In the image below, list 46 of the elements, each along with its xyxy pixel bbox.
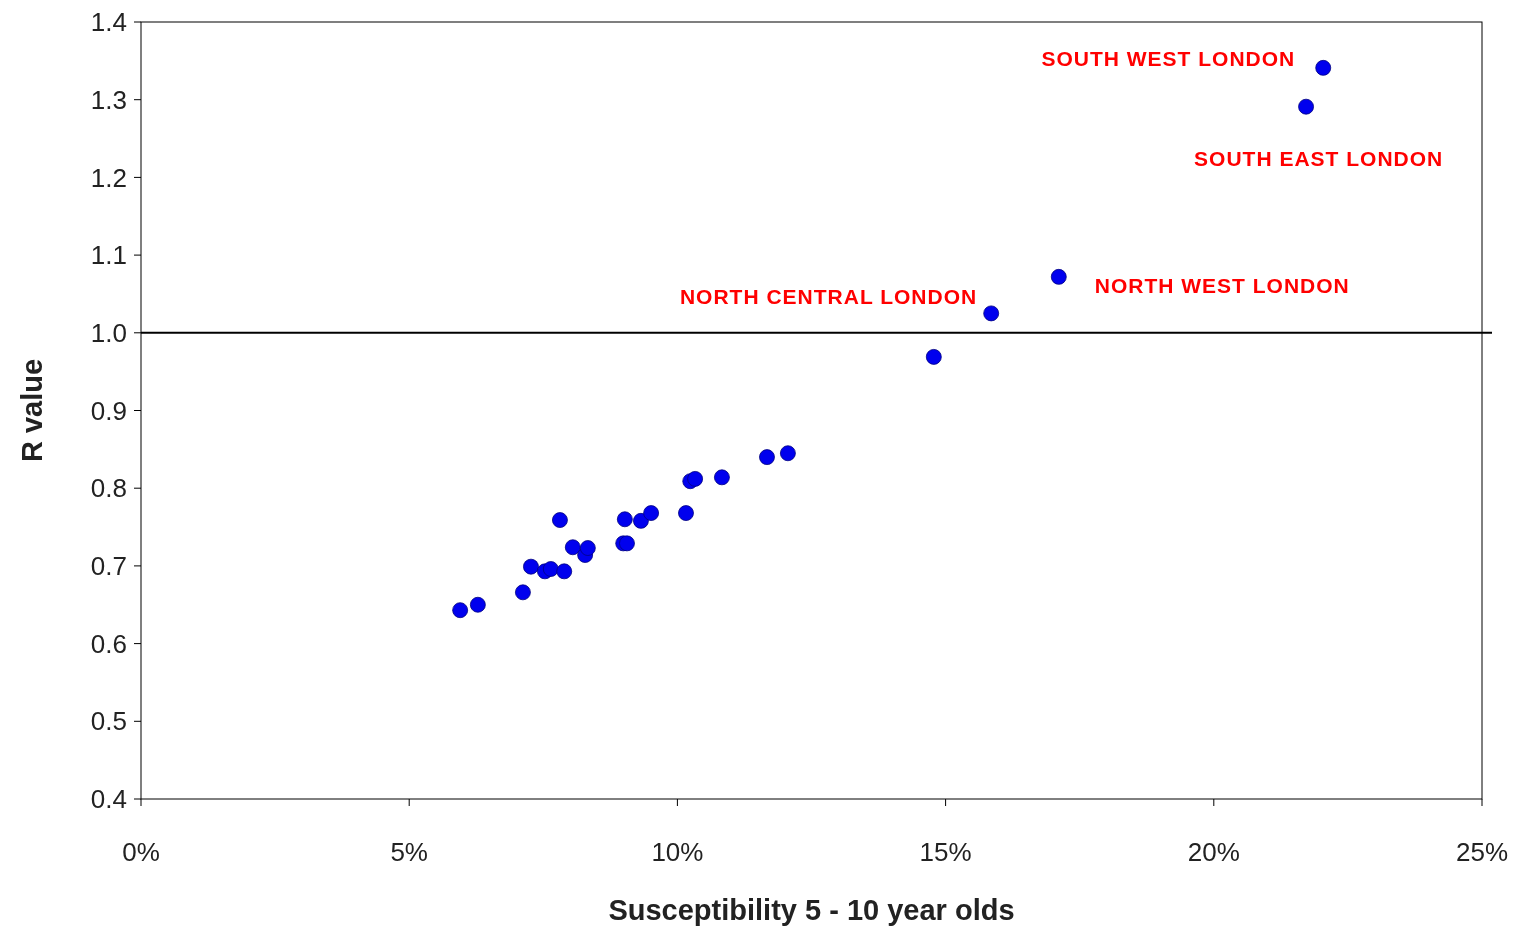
- point: [714, 469, 730, 486]
- y-tick-label: 0.4: [90, 784, 127, 815]
- y-tick-label: 0.5: [90, 706, 127, 737]
- point: [983, 305, 1000, 322]
- x-tick-label: 10%: [651, 837, 704, 867]
- y-axis-title: R value: [16, 358, 48, 463]
- x-tick-label: 5%: [390, 837, 428, 867]
- y-tick-label: 0.8: [90, 473, 127, 504]
- point: [678, 505, 694, 521]
- point: [616, 511, 633, 528]
- point: [925, 348, 942, 365]
- y-tick-label: 1.2: [90, 162, 127, 193]
- point: [515, 584, 531, 601]
- y-tick-label: 0.7: [90, 551, 127, 581]
- y-tick-label: 1.4: [90, 7, 127, 38]
- point: [564, 539, 581, 556]
- point: [1315, 59, 1332, 76]
- y-tick-label: 1.1: [90, 240, 127, 271]
- point: [633, 512, 649, 529]
- y-tick-label: 1.0: [90, 317, 127, 348]
- point: [687, 470, 703, 487]
- point: [1050, 268, 1067, 285]
- annotation: SOUTH WEST LONDON: [1041, 46, 1296, 70]
- y-tick-label: 0.9: [90, 395, 127, 426]
- annotation: NORTH WEST LONDON: [1094, 273, 1350, 297]
- point: [542, 561, 559, 577]
- x-tick-label: 25%: [1455, 837, 1509, 867]
- x-axis-title: Susceptibility 5 - 10 year olds: [608, 894, 1015, 926]
- point: [552, 512, 568, 528]
- point: [469, 596, 486, 613]
- point: [556, 563, 573, 580]
- point: [619, 535, 635, 552]
- point: [1298, 98, 1314, 115]
- point: [643, 505, 660, 521]
- y-tick-label: 0.6: [90, 628, 127, 659]
- point: [780, 445, 796, 462]
- x-tick-label: 0%: [122, 837, 160, 867]
- point: [759, 449, 775, 466]
- point: [579, 540, 596, 556]
- point: [523, 558, 539, 575]
- point: [452, 602, 469, 619]
- annotation: NORTH CENTRAL LONDON: [679, 285, 978, 309]
- x-tick-label: 20%: [1187, 837, 1240, 867]
- x-tick-label: 15%: [919, 837, 972, 867]
- y-tick-label: 1.3: [90, 84, 127, 115]
- annotation: SOUTH EAST LONDON: [1194, 146, 1444, 170]
